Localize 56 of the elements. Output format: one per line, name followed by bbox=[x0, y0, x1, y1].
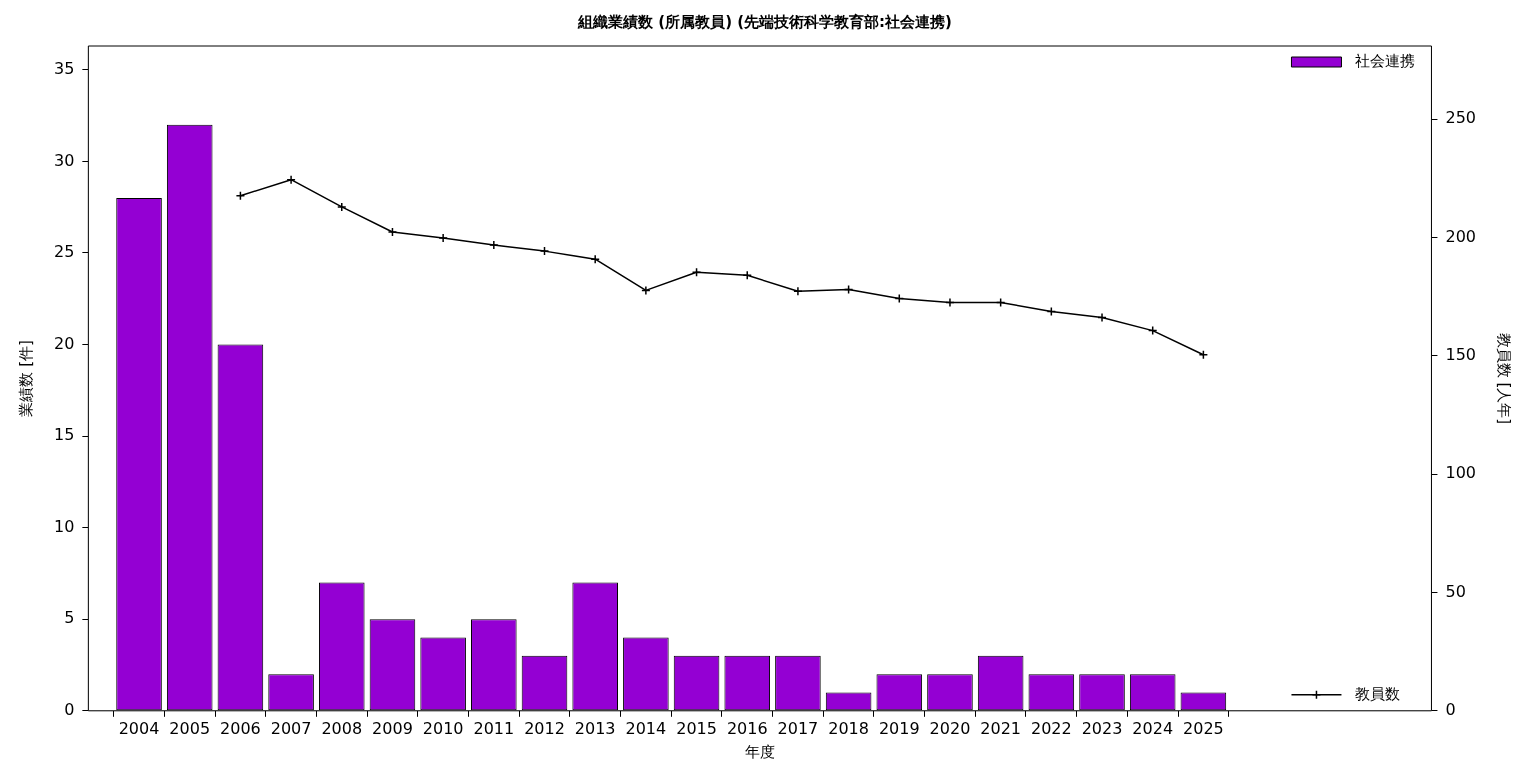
y-tick-label: 25 bbox=[54, 242, 75, 262]
point bbox=[590, 254, 600, 264]
legend-label: 教員数 bbox=[1355, 684, 1401, 703]
y2-tick-label: 150 bbox=[1445, 345, 1477, 365]
y-tick-label: 10 bbox=[54, 516, 75, 536]
point bbox=[1097, 312, 1107, 323]
point bbox=[793, 286, 803, 297]
point bbox=[641, 285, 651, 296]
x-tick-label: 2012 bbox=[524, 718, 565, 738]
point bbox=[539, 246, 550, 256]
x-tick-label: 2020 bbox=[929, 718, 971, 738]
y2-tick-label: 100 bbox=[1445, 463, 1477, 483]
point bbox=[742, 270, 752, 280]
chart-title: 組織業績数 (所属教員) (先端技術科学教育部:社会連携) bbox=[577, 12, 952, 31]
y-tick-label: 20 bbox=[54, 333, 75, 353]
x-tick-label: 2021 bbox=[980, 718, 1022, 738]
x-tick-label: 2004 bbox=[118, 718, 160, 738]
point bbox=[438, 233, 448, 243]
x-axis-title: 年度 bbox=[744, 742, 775, 761]
x-tick-label: 2015 bbox=[676, 718, 717, 738]
y-axis-title: 業績数 [件] bbox=[16, 340, 35, 417]
x-tick-label: 2014 bbox=[625, 718, 667, 738]
x-tick-label: 2009 bbox=[372, 718, 413, 738]
y2-tick-label: 50 bbox=[1445, 581, 1466, 601]
x-tick-label: 2007 bbox=[270, 718, 312, 738]
x-tick-label: 2013 bbox=[574, 718, 616, 738]
y-tick-label: 5 bbox=[64, 608, 75, 628]
y-tick-label: 0 bbox=[64, 699, 75, 719]
y2-tick-label: 0 bbox=[1445, 699, 1456, 719]
point bbox=[235, 191, 246, 201]
x-tick-label: 2006 bbox=[220, 718, 261, 738]
y-tick-label: 15 bbox=[54, 425, 75, 445]
y2-axis-title: 教員数 [人年] bbox=[1495, 332, 1514, 425]
x-tick-label: 2011 bbox=[473, 718, 515, 738]
point bbox=[691, 267, 702, 277]
x-tick-label: 2010 bbox=[422, 718, 464, 738]
x-tick-label: 2022 bbox=[1030, 718, 1072, 738]
x-tick-label: 2016 bbox=[726, 718, 768, 738]
point bbox=[387, 227, 398, 237]
x-tick-label: 2024 bbox=[1132, 718, 1174, 738]
y2-tick-label: 200 bbox=[1445, 226, 1477, 246]
point bbox=[945, 297, 955, 308]
x-tick-label: 2018 bbox=[828, 718, 869, 738]
x-tick-label: 2019 bbox=[878, 718, 920, 738]
point bbox=[489, 240, 499, 250]
x-tick-label: 2025 bbox=[1183, 718, 1224, 738]
x-tick-label: 2023 bbox=[1081, 718, 1123, 738]
y2-tick-label: 250 bbox=[1445, 108, 1477, 128]
point bbox=[286, 174, 296, 185]
y-tick-label: 30 bbox=[54, 150, 75, 170]
x-tick-label: 2017 bbox=[777, 718, 819, 738]
y-tick-label: 35 bbox=[54, 58, 75, 78]
legend-label: 社会連携 bbox=[1355, 51, 1416, 70]
x-tick-label: 2005 bbox=[169, 718, 211, 738]
point bbox=[337, 202, 347, 212]
x-tick-label: 2008 bbox=[321, 718, 363, 738]
